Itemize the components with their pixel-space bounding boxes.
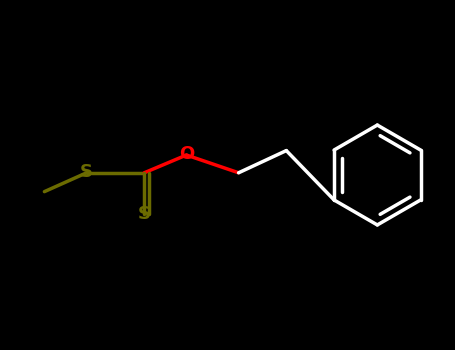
Text: S: S [138,205,151,223]
Text: O: O [179,146,194,163]
Text: S: S [80,163,93,181]
